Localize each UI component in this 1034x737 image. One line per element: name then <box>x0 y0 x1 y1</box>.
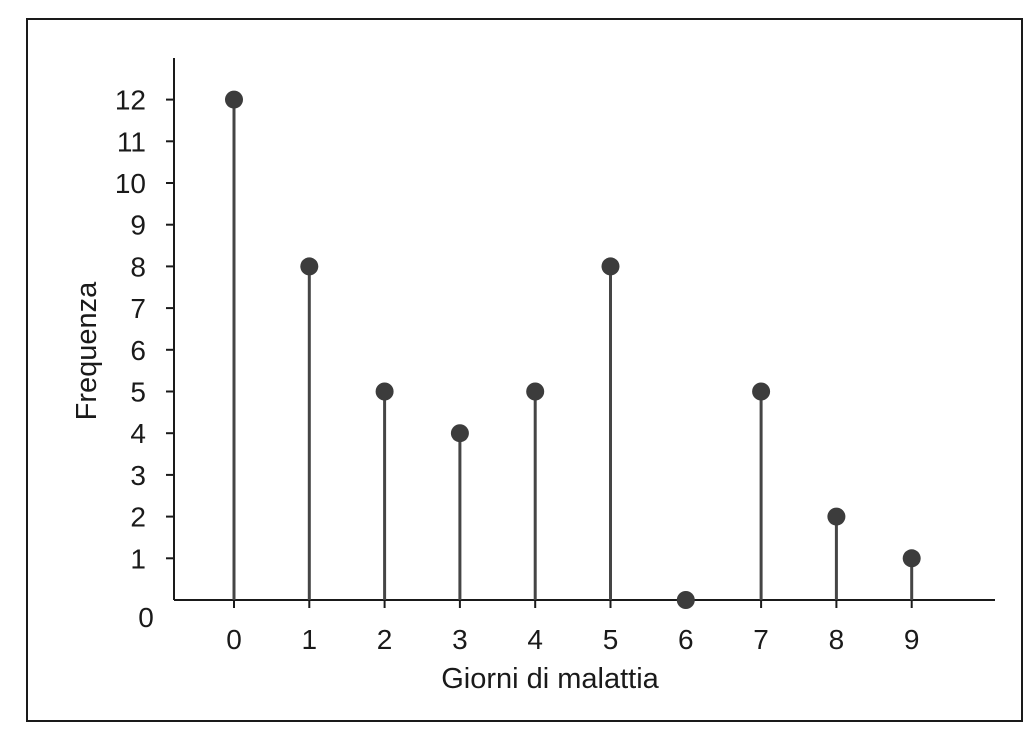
y-tick-label: 4 <box>130 418 146 449</box>
y-axis-title: Frequenza <box>71 281 103 421</box>
stem-marker <box>300 257 319 276</box>
x-tick-label: 7 <box>753 624 769 655</box>
stem-marker <box>450 424 469 443</box>
y-tick-label: 2 <box>130 502 146 533</box>
x-tick-label: 9 <box>904 624 920 655</box>
stem-marker <box>827 507 846 526</box>
x-axis-title: Giorni di malattia <box>441 663 659 695</box>
x-tick-label: 1 <box>302 624 318 655</box>
y-tick-label: 10 <box>115 168 146 199</box>
stem-series <box>225 90 921 609</box>
stem-marker <box>526 382 545 401</box>
y-tick-label: 5 <box>130 377 146 408</box>
x-axis-ticks: 0 1 2 3 4 5 6 7 8 9 <box>226 600 919 655</box>
y-tick-label: 1 <box>130 543 146 574</box>
x-tick-label: 2 <box>377 624 393 655</box>
stem-marker <box>676 591 695 609</box>
stem-marker <box>225 90 243 109</box>
y-tick-label: 7 <box>130 293 146 324</box>
x-tick-label: 8 <box>829 624 845 655</box>
y-tick-label: 3 <box>130 460 146 491</box>
stem-marker <box>752 382 771 401</box>
y-tick-label: 11 <box>117 126 146 157</box>
x-tick-label: 3 <box>452 624 468 655</box>
x-tick-label: 4 <box>527 624 543 655</box>
y-tick-label: 0 <box>138 602 154 633</box>
x-tick-label: 5 <box>603 624 619 655</box>
y-tick-label: 8 <box>130 251 146 282</box>
x-tick-label: 6 <box>678 624 694 655</box>
y-tick-label: 6 <box>130 335 146 366</box>
x-tick-label: 0 <box>226 624 242 655</box>
y-tick-label: 9 <box>130 210 146 241</box>
y-tick-label: 12 <box>115 85 146 116</box>
stem-marker <box>601 257 620 276</box>
stem-marker <box>902 549 921 568</box>
stem-marker <box>375 382 394 401</box>
chart-frame <box>26 18 1023 722</box>
